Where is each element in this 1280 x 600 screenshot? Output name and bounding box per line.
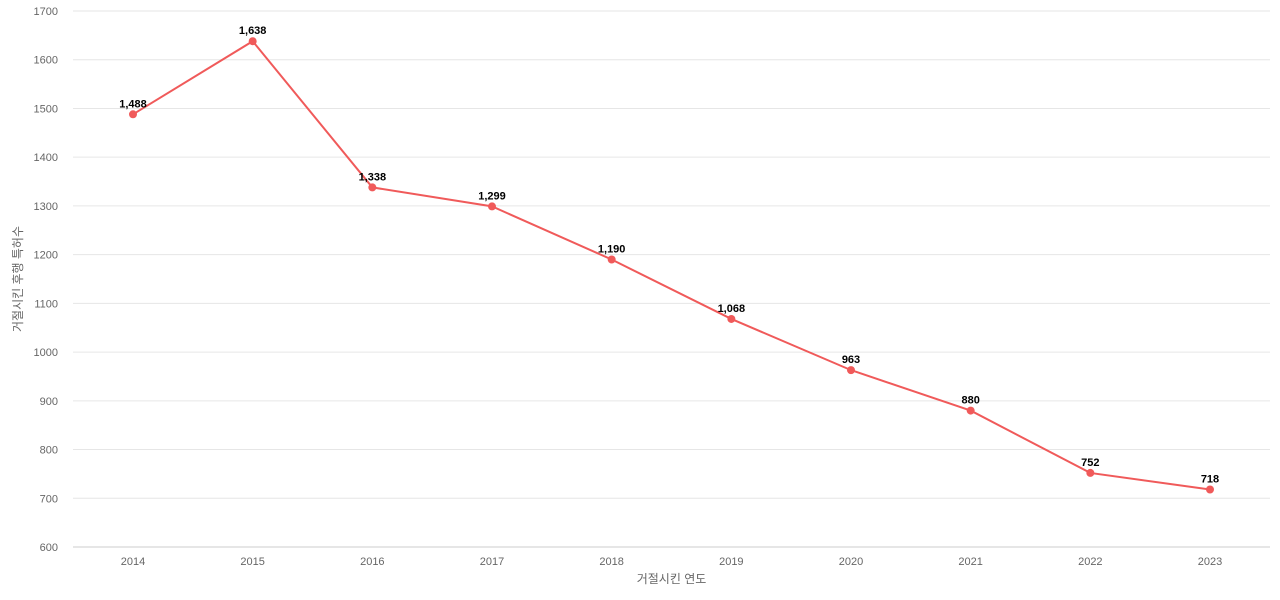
y-axis-title: 거절시킨 후행 특허수 xyxy=(10,226,25,332)
data-label: 1,638 xyxy=(239,25,267,37)
data-point xyxy=(607,255,616,264)
y-tick-label: 700 xyxy=(40,493,58,505)
data-points xyxy=(129,37,1214,494)
x-tick-label: 2019 xyxy=(719,556,743,568)
y-tick-label: 600 xyxy=(40,542,58,554)
data-label: 752 xyxy=(1081,457,1099,469)
data-point xyxy=(488,202,496,211)
x-tick-label: 2021 xyxy=(958,556,982,568)
x-tick-label: 2015 xyxy=(240,556,264,568)
y-tick-label: 1000 xyxy=(34,347,58,359)
y-tick-label: 1300 xyxy=(34,201,58,213)
data-label: 718 xyxy=(1201,474,1219,486)
data-label: 1,338 xyxy=(359,171,387,183)
x-tick-label: 2020 xyxy=(839,556,863,568)
x-axis-ticks: 2014 2015 2016 2017 2018 2019 2020 2021 2022 2023 xyxy=(121,556,1222,568)
y-tick-label: 1400 xyxy=(34,152,58,164)
series-line xyxy=(132,39,1211,491)
y-axis-ticks: 600 700 800 900 1000 1100 1200 1300 1400 1500 1600… xyxy=(34,6,58,554)
y-tick-label: 1500 xyxy=(34,103,58,115)
data-label: 1,190 xyxy=(598,244,626,256)
data-point xyxy=(727,314,736,323)
x-tick-label: 2016 xyxy=(360,556,384,568)
y-tick-label: 1700 xyxy=(34,6,58,18)
data-point xyxy=(248,37,257,46)
data-label: 1,488 xyxy=(119,98,147,110)
data-point xyxy=(1206,485,1214,494)
data-point xyxy=(368,183,377,192)
data-point xyxy=(1086,468,1095,477)
data-label: 963 xyxy=(842,354,860,366)
data-point xyxy=(847,366,855,375)
x-tick-label: 2018 xyxy=(599,556,623,568)
data-label: 1,068 xyxy=(718,303,746,315)
x-tick-label: 2022 xyxy=(1078,556,1102,568)
y-tick-label: 1200 xyxy=(34,250,58,262)
data-point xyxy=(129,110,137,119)
data-label: 1,299 xyxy=(478,190,506,202)
y-tick-label: 800 xyxy=(40,445,58,457)
data-label: 880 xyxy=(961,395,979,407)
x-tick-label: 2023 xyxy=(1198,556,1222,568)
x-tick-label: 2014 xyxy=(121,556,145,568)
x-axis-title: 거절시킨 연도 xyxy=(637,572,707,586)
data-labels: 1,488 1,638 1,338 1,299 1,190 1,068 963 880 752 7… xyxy=(119,25,1219,485)
grid-layer xyxy=(73,10,1270,499)
x-tick-label: 2017 xyxy=(480,556,504,568)
y-tick-label: 1100 xyxy=(34,298,58,310)
data-point xyxy=(966,406,975,415)
y-tick-label: 1600 xyxy=(34,55,58,67)
y-tick-label: 900 xyxy=(40,396,58,408)
